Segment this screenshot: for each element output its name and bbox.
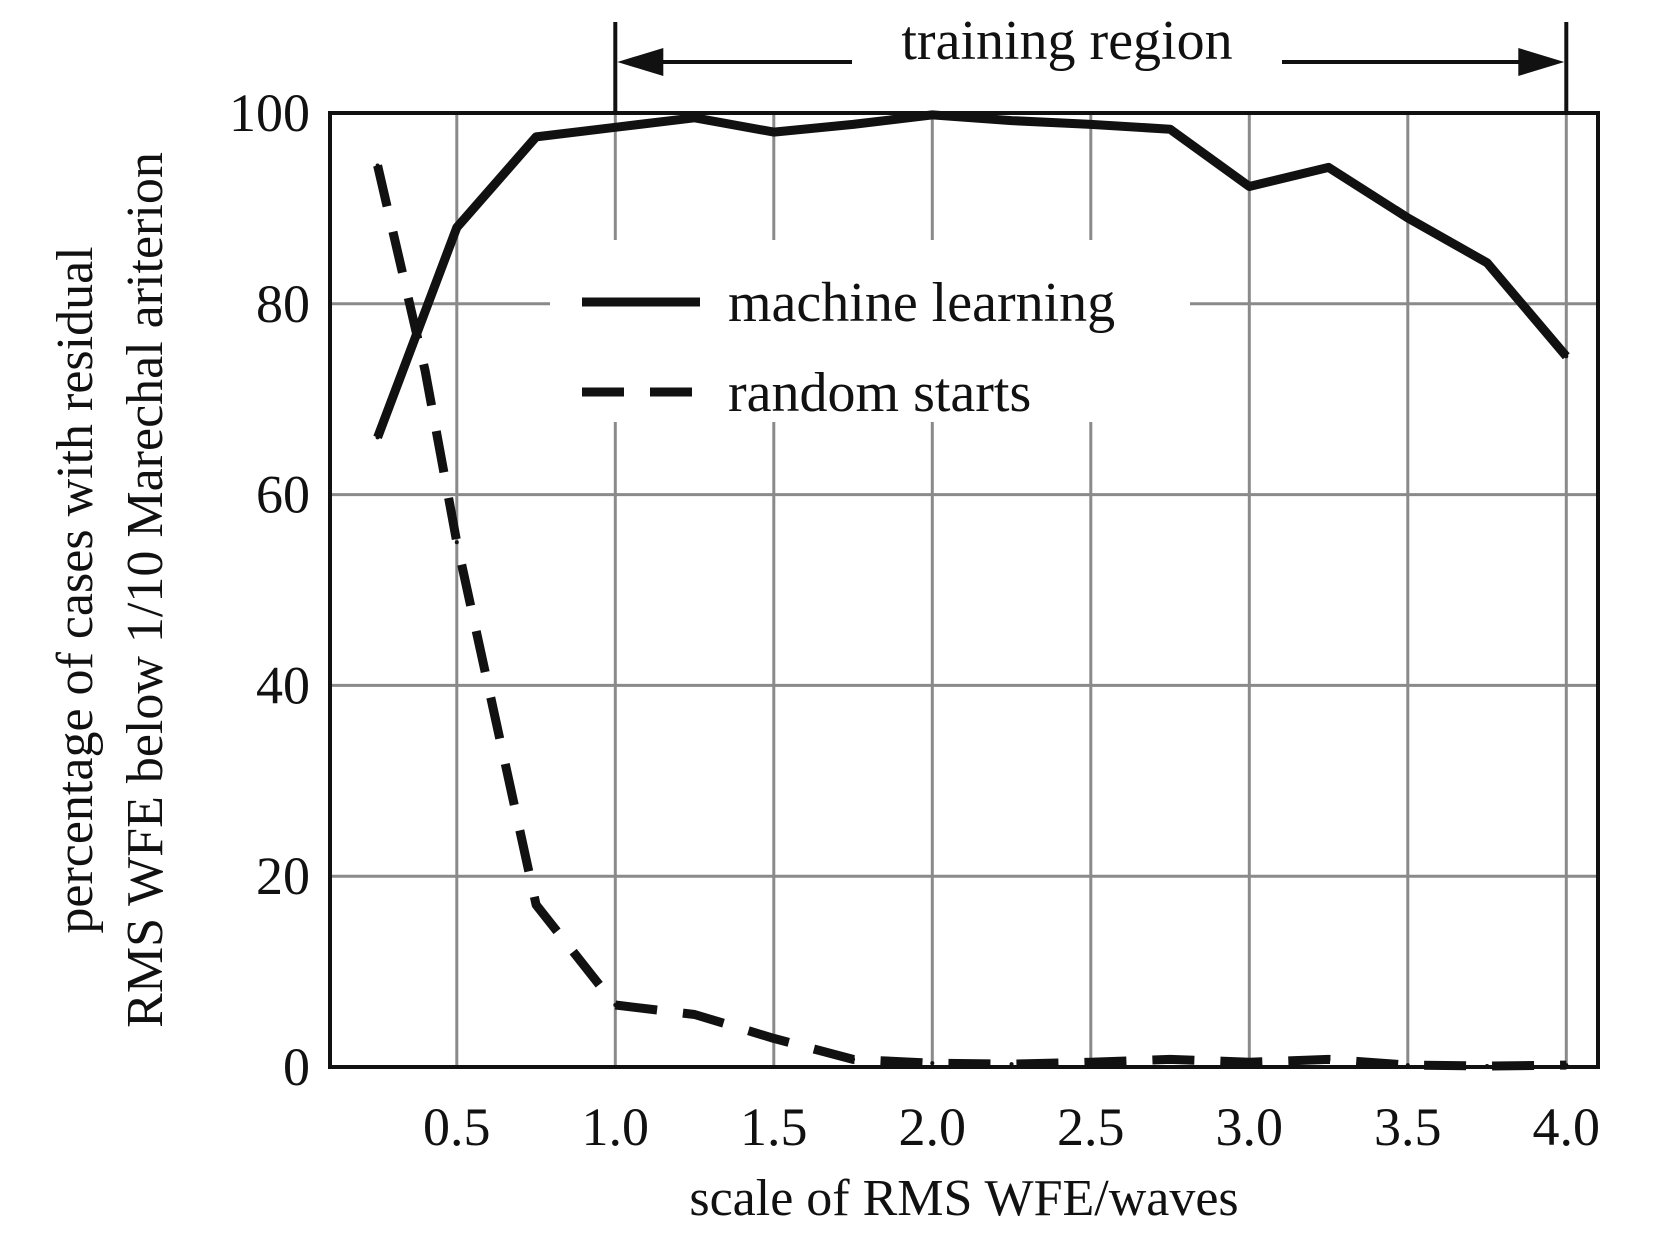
y-tick-label: 20 — [256, 846, 310, 906]
x-tick-label: 2.0 — [899, 1097, 967, 1157]
x-tick-label: 3.0 — [1216, 1097, 1284, 1157]
data-point — [771, 130, 776, 135]
data-point — [1326, 1057, 1331, 1062]
y-axis-title-line: RMS WFE below 1/10 Marechal ariterion — [117, 152, 174, 1028]
data-point — [692, 115, 697, 120]
data-point — [851, 122, 856, 127]
data-point — [1564, 354, 1569, 359]
legend-label: random starts — [728, 362, 1031, 424]
data-point — [534, 134, 539, 139]
x-tick-label: 4.0 — [1533, 1097, 1601, 1157]
series-line-machine-learning — [373, 110, 1570, 439]
data-point — [1326, 165, 1331, 170]
x-tick-label: 1.0 — [582, 1097, 650, 1157]
data-point — [851, 1057, 856, 1062]
ticks: 0.5 1.0 1.5 2.0 2.5 3.0 3.5 4.0 0 20 40 60 80 100 — [229, 83, 1600, 1157]
data-point — [454, 540, 459, 545]
y-tick-label: 0 — [283, 1037, 310, 1097]
x-tick-label: 3.5 — [1374, 1097, 1442, 1157]
data-point — [1168, 1057, 1173, 1062]
annotation-arrowhead-right — [1518, 48, 1565, 76]
data-point — [930, 1061, 935, 1066]
y-tick-label: 100 — [229, 83, 310, 143]
x-axis-title: scale of RMS WFE/waves — [689, 1170, 1238, 1227]
data-point — [454, 225, 459, 230]
series-line-random-starts — [373, 164, 1567, 1071]
data-point — [375, 435, 380, 440]
data-point — [771, 1036, 776, 1041]
data-point — [613, 1002, 618, 1007]
data-point — [613, 125, 618, 130]
axis-titles: scale of RMS WFE/waves percentage of case… — [47, 152, 1239, 1227]
annotation-label: training region — [901, 10, 1232, 72]
y-tick-label: 80 — [256, 274, 310, 334]
data-point — [692, 1012, 697, 1017]
data-point — [423, 368, 428, 373]
series-layer — [373, 110, 1570, 1071]
annotation-arrowhead-left — [617, 48, 664, 76]
data-point — [1405, 215, 1410, 220]
legend: machine learning random starts — [550, 240, 1190, 424]
data-point — [1088, 1060, 1093, 1065]
data-point — [1009, 118, 1014, 123]
data-point — [1088, 122, 1093, 127]
data-point — [1247, 184, 1252, 189]
data-point — [1485, 260, 1490, 265]
plot-frame — [328, 111, 1600, 1069]
data-point — [375, 163, 380, 168]
legend-label: machine learning — [728, 272, 1115, 334]
data-point — [1168, 127, 1173, 132]
x-tick-label: 2.5 — [1057, 1097, 1125, 1157]
y-tick-label: 60 — [256, 465, 310, 525]
y-axis-title-line: percentage of cases with residual — [47, 246, 104, 933]
x-tick-label: 0.5 — [423, 1097, 491, 1157]
training-region-annotation: training region — [613, 10, 1569, 113]
data-point — [1247, 1060, 1252, 1065]
data-point — [534, 902, 539, 907]
y-tick-label: 40 — [256, 655, 310, 715]
x-tick-label: 1.5 — [740, 1097, 808, 1157]
